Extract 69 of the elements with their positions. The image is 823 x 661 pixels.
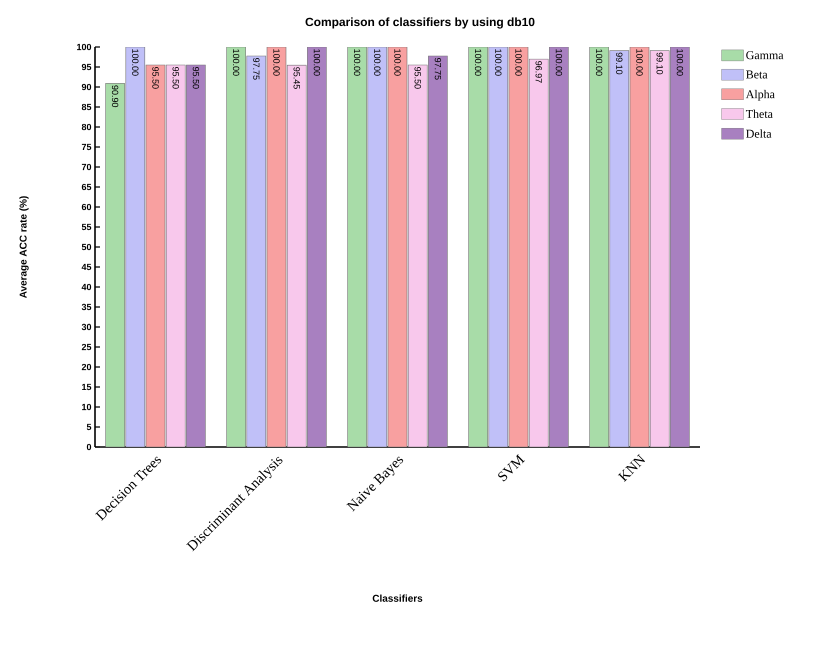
legend-label: Theta bbox=[746, 110, 773, 118]
data-label: 90.90 bbox=[112, 85, 118, 108]
bar bbox=[146, 64, 166, 447]
bar bbox=[528, 58, 549, 447]
y-tick-label: 30 bbox=[82, 324, 92, 330]
legend-label: Delta bbox=[746, 129, 772, 138]
data-label: 95.45 bbox=[294, 67, 300, 89]
bar bbox=[610, 50, 630, 447]
y-tick-label: 10 bbox=[82, 404, 92, 410]
bar bbox=[650, 50, 670, 447]
y-tick-label: 95 bbox=[82, 64, 92, 70]
data-label: 100.00 bbox=[132, 49, 138, 76]
y-tick-label: 65 bbox=[82, 184, 92, 190]
data-label: 97.75 bbox=[253, 58, 260, 80]
data-label: 100.00 bbox=[636, 49, 643, 76]
legend-label: Alpha bbox=[746, 90, 775, 101]
data-label: 96.97 bbox=[536, 61, 542, 83]
bar bbox=[508, 46, 528, 447]
y-tick-label: 25 bbox=[82, 344, 92, 350]
x-axis-title: Classifiers bbox=[372, 594, 422, 602]
y-axis-title: Average ACC rate (%) bbox=[19, 196, 29, 298]
bar bbox=[246, 56, 266, 447]
legend-label: Beta bbox=[746, 70, 768, 78]
y-tick-label: 5 bbox=[86, 424, 92, 430]
data-label: 99.10 bbox=[616, 52, 622, 74]
data-label: 100.00 bbox=[596, 49, 602, 76]
y-tick-label: 55 bbox=[82, 224, 92, 230]
y-tick-label: 50 bbox=[82, 244, 92, 250]
data-label: 100.00 bbox=[676, 49, 684, 76]
bar bbox=[488, 46, 508, 447]
y-tick-label: 15 bbox=[82, 384, 92, 390]
y-tick-label: 35 bbox=[82, 304, 92, 310]
chart-title: Comparison of classifiers by using db10 bbox=[306, 17, 534, 29]
bar bbox=[266, 46, 286, 447]
bar bbox=[286, 64, 307, 447]
y-tick-label: 60 bbox=[82, 204, 92, 210]
data-label: 100.00 bbox=[354, 49, 360, 76]
data-label: 100.00 bbox=[394, 49, 401, 76]
data-label: 100.00 bbox=[232, 49, 240, 76]
data-label: 100.00 bbox=[314, 49, 320, 76]
y-tick-label: 80 bbox=[82, 124, 92, 130]
data-label: 100.00 bbox=[474, 49, 482, 76]
y-tick-label: 75 bbox=[82, 144, 92, 150]
data-label: 97.75 bbox=[434, 58, 442, 80]
data-label: 100.00 bbox=[495, 49, 502, 76]
y-tick-label: 40 bbox=[82, 284, 92, 290]
data-label: 100.00 bbox=[273, 49, 280, 76]
y-tick-label: 20 bbox=[82, 364, 92, 370]
bar bbox=[630, 46, 650, 447]
bar bbox=[368, 46, 388, 447]
y-tick-label: 100 bbox=[77, 44, 92, 50]
bar bbox=[408, 64, 428, 447]
y-tick-label: 90 bbox=[82, 84, 92, 90]
data-label: 95.50 bbox=[192, 67, 200, 89]
data-label: 95.50 bbox=[172, 67, 179, 89]
data-label: 99.10 bbox=[656, 52, 663, 74]
data-label: 100.00 bbox=[556, 49, 562, 76]
bar bbox=[166, 64, 186, 447]
y-tick-label: 45 bbox=[82, 264, 92, 270]
legend-label: Gamma bbox=[746, 51, 784, 60]
data-label: 100.00 bbox=[374, 49, 380, 76]
y-tick-label: 85 bbox=[82, 104, 92, 110]
y-tick-label: 0 bbox=[86, 444, 92, 450]
bar bbox=[388, 46, 408, 447]
data-label: 95.50 bbox=[152, 67, 159, 89]
data-label: 95.50 bbox=[414, 67, 421, 89]
y-tick-label: 70 bbox=[82, 164, 92, 170]
bar bbox=[126, 46, 146, 447]
data-label: 100.00 bbox=[515, 49, 522, 76]
